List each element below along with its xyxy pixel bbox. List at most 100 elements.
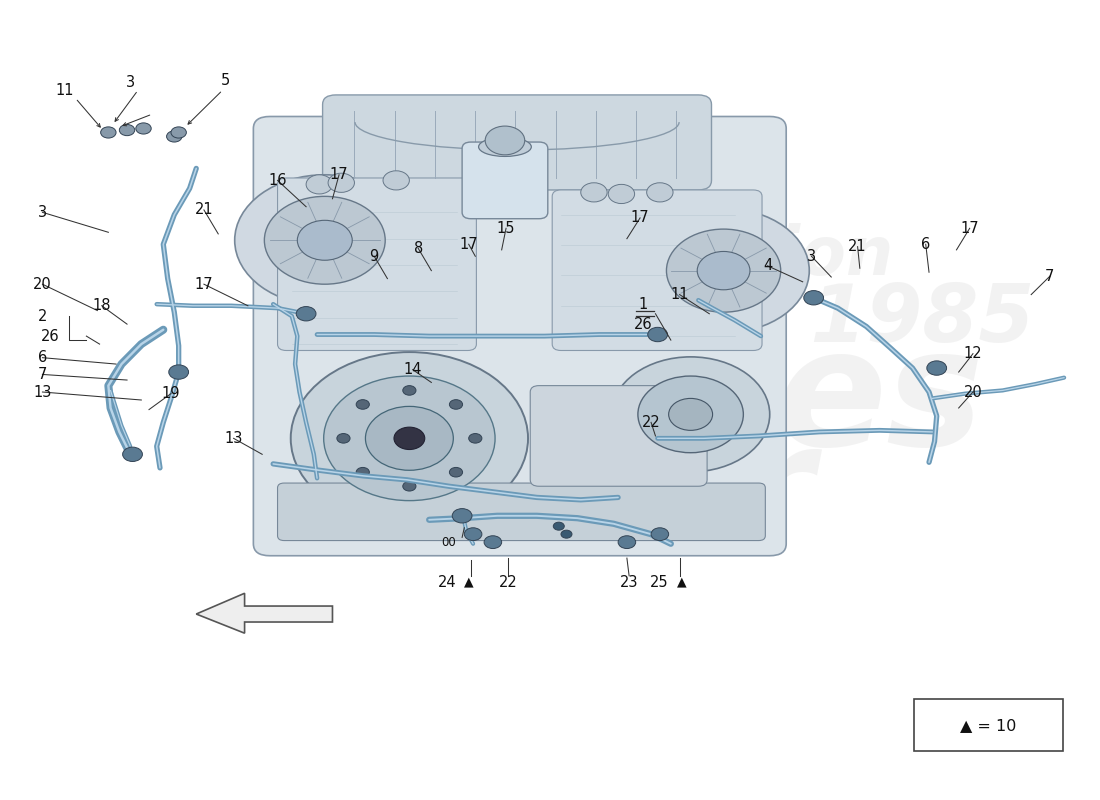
Circle shape [651,528,669,541]
Circle shape [469,434,482,443]
Text: 24: 24 [438,574,456,590]
Text: eur: eur [506,416,814,575]
FancyBboxPatch shape [253,117,786,556]
FancyBboxPatch shape [322,95,712,190]
Circle shape [667,229,781,312]
Text: 26: 26 [41,329,59,344]
Circle shape [484,536,502,549]
Circle shape [450,467,463,477]
FancyBboxPatch shape [277,483,766,541]
Circle shape [581,182,607,202]
Text: 5: 5 [221,73,231,88]
Text: 17: 17 [195,277,213,292]
Circle shape [618,536,636,549]
Circle shape [306,174,332,194]
Text: ▲ = 10: ▲ = 10 [960,718,1016,733]
Circle shape [927,361,947,375]
Text: ▲: ▲ [673,575,686,589]
Text: 22: 22 [499,574,518,590]
FancyBboxPatch shape [914,698,1063,751]
Ellipse shape [478,138,531,157]
Circle shape [337,434,350,443]
Text: 7: 7 [1045,269,1055,284]
Circle shape [608,184,635,203]
Circle shape [101,127,116,138]
Text: 17: 17 [330,167,349,182]
Text: 20: 20 [964,385,982,399]
Circle shape [119,125,134,136]
Text: 21: 21 [848,239,867,254]
FancyBboxPatch shape [462,142,548,218]
Text: 17: 17 [630,210,649,226]
Text: 7: 7 [37,367,47,382]
Polygon shape [196,594,332,633]
Circle shape [323,376,495,501]
Circle shape [464,528,482,541]
Text: 12: 12 [964,346,982,361]
Text: 17: 17 [460,237,478,252]
Text: 00: 00 [441,536,456,549]
Text: 20: 20 [33,277,52,292]
Text: 3: 3 [807,249,816,264]
Circle shape [170,127,186,138]
Circle shape [166,131,182,142]
FancyBboxPatch shape [552,190,762,350]
Circle shape [638,376,744,453]
Text: 13: 13 [224,431,243,446]
Text: 17: 17 [960,221,979,236]
Circle shape [356,467,370,477]
Text: 3: 3 [37,205,47,220]
Circle shape [561,530,572,538]
Circle shape [648,327,668,342]
Circle shape [296,306,316,321]
Text: 21: 21 [195,202,213,218]
Circle shape [450,400,463,410]
Circle shape [403,386,416,395]
Circle shape [234,174,415,306]
Text: 11: 11 [55,83,74,98]
Circle shape [290,352,528,525]
Text: 6: 6 [921,237,931,252]
Circle shape [168,365,188,379]
Circle shape [647,182,673,202]
Text: 16: 16 [268,173,287,188]
Text: 23: 23 [619,574,638,590]
Circle shape [135,123,151,134]
Circle shape [638,208,810,333]
Text: ▲: ▲ [460,575,473,589]
Circle shape [403,482,416,491]
Text: a passion: a passion [537,223,893,290]
Circle shape [264,196,385,284]
Circle shape [669,398,713,430]
Circle shape [383,170,409,190]
Text: es: es [776,321,983,479]
Text: 11: 11 [670,287,689,302]
Text: 4: 4 [763,258,772,274]
Circle shape [394,427,425,450]
Circle shape [804,290,824,305]
Circle shape [612,357,770,472]
Text: 22: 22 [641,415,660,430]
Text: 26: 26 [634,317,652,332]
Text: 6: 6 [37,350,47,365]
Text: 15: 15 [497,221,515,236]
Circle shape [553,522,564,530]
Text: 18: 18 [92,298,111,314]
Text: 8: 8 [414,241,422,256]
Circle shape [297,220,352,260]
Text: 19: 19 [162,386,180,401]
FancyBboxPatch shape [277,178,476,350]
Text: ce 1985: ce 1985 [681,281,1035,359]
FancyBboxPatch shape [530,386,707,486]
Text: 9: 9 [370,249,378,264]
Circle shape [356,400,370,410]
Circle shape [328,173,354,192]
Circle shape [365,406,453,470]
Text: 25: 25 [650,574,669,590]
Text: 1: 1 [639,297,648,312]
Circle shape [697,251,750,290]
Text: 13: 13 [33,385,52,399]
Text: 14: 14 [404,362,422,377]
Text: 3: 3 [125,74,135,90]
Circle shape [122,447,142,462]
